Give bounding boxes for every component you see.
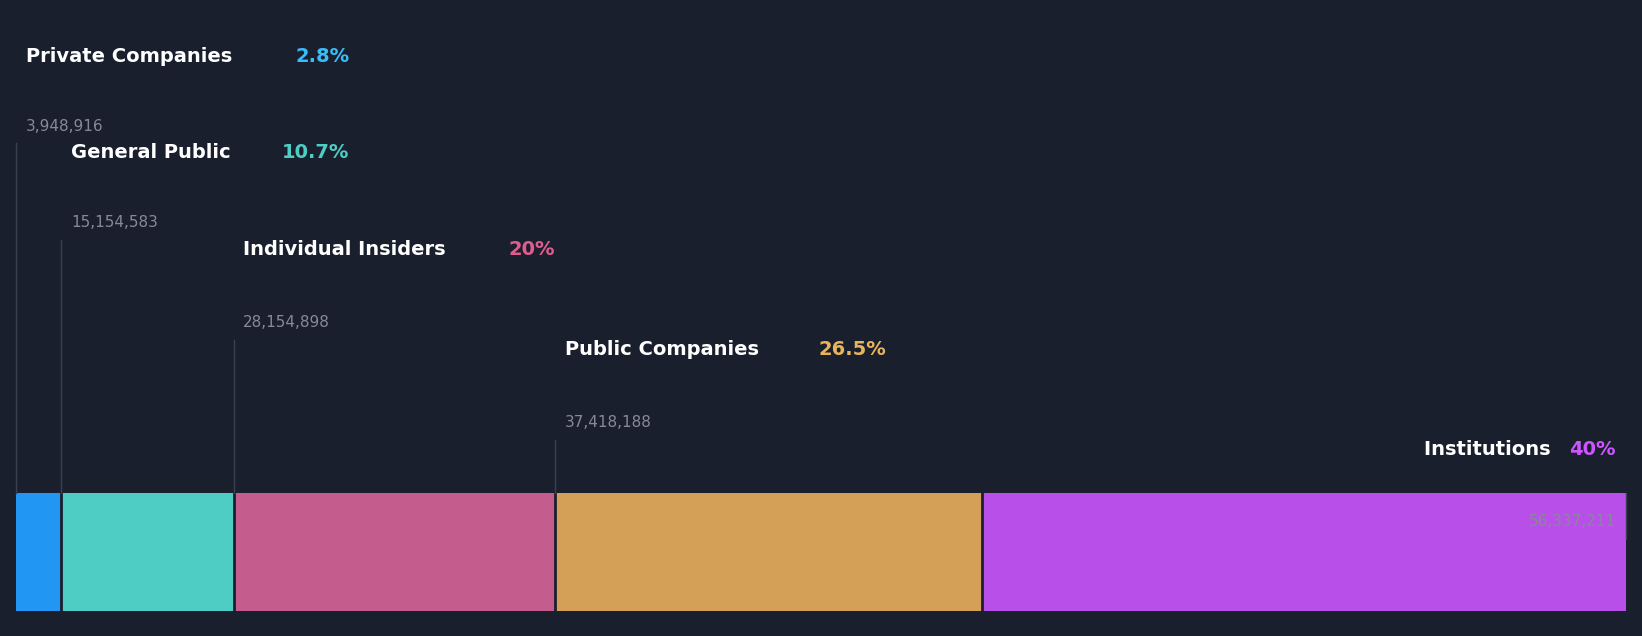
Text: General Public: General Public <box>71 144 238 162</box>
Text: 10.7%: 10.7% <box>281 144 348 162</box>
Text: 56,337,211: 56,337,211 <box>1529 515 1616 529</box>
Text: Institutions: Institutions <box>1424 439 1557 459</box>
Text: 20%: 20% <box>507 240 555 259</box>
Bar <box>16 492 61 611</box>
Text: Public Companies: Public Companies <box>565 340 765 359</box>
Text: 26.5%: 26.5% <box>819 340 887 359</box>
Text: 2.8%: 2.8% <box>296 47 350 66</box>
Text: Individual Insiders: Individual Insiders <box>243 240 453 259</box>
Text: 37,418,188: 37,418,188 <box>565 415 652 429</box>
Bar <box>555 492 982 611</box>
Text: 28,154,898: 28,154,898 <box>243 315 330 330</box>
Text: 40%: 40% <box>1570 439 1616 459</box>
Bar <box>982 492 1626 611</box>
Bar <box>233 492 555 611</box>
Text: Private Companies: Private Companies <box>26 47 240 66</box>
Text: 15,154,583: 15,154,583 <box>71 215 158 230</box>
Text: 3,948,916: 3,948,916 <box>26 118 103 134</box>
Bar <box>61 492 233 611</box>
